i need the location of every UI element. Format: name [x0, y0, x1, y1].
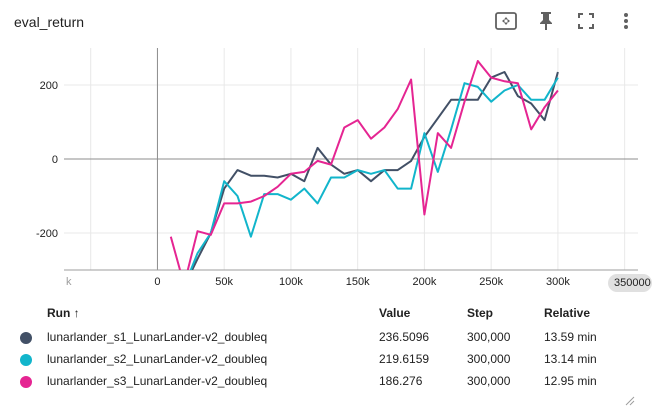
runs-table: Run ↑ Value Step Relative lunarlander_s1…	[14, 304, 634, 394]
run-name: lunarlander_s2_LunarLander-v2_doubleq	[47, 352, 268, 366]
x-tick-label: 300k	[546, 276, 570, 288]
x-tick-label: 250k	[479, 276, 503, 288]
y-tick-label: -200	[36, 228, 58, 240]
chart-title: eval_return	[14, 14, 85, 30]
run-relative: 13.14 min	[544, 352, 597, 366]
pin-button[interactable]	[533, 8, 559, 34]
x-tick-label: 100k	[279, 276, 303, 288]
table-header-row: Run ↑ Value Step Relative	[14, 304, 634, 328]
series-line-2	[189, 77, 559, 270]
column-header-step[interactable]: Step	[467, 306, 494, 320]
y-tick-label: 0	[52, 154, 58, 166]
x-tick-label: 150k	[346, 276, 370, 288]
table-row: lunarlander_s2_LunarLander-v2_doubleq 21…	[14, 350, 634, 372]
pin-icon	[540, 12, 552, 30]
run-color-dot	[20, 332, 32, 344]
run-color-dot	[20, 354, 32, 366]
run-relative: 13.59 min	[544, 330, 597, 344]
run-value: 186.276	[379, 374, 423, 388]
run-name: lunarlander_s3_LunarLander-v2_doubleq	[47, 374, 268, 388]
fullscreen-button[interactable]	[573, 8, 599, 34]
series-line-1	[191, 71, 559, 270]
chart-axes	[64, 48, 638, 271]
run-color-dot	[20, 376, 32, 388]
chart-series	[169, 60, 559, 270]
chart-tick-labels: 0 50k 100k 150k 200k 250k 300k k -200 0 200	[36, 80, 570, 288]
run-step: 300,000	[467, 352, 511, 366]
table-row: lunarlander_s1_LunarLander-v2_doubleq 23…	[14, 328, 634, 350]
card-toolbar	[493, 8, 639, 34]
line-chart[interactable]: 0 50k 100k 150k 200k 250k 300k k -200 0 200	[0, 40, 653, 300]
y-tick-label: 200	[40, 80, 58, 92]
column-header-relative[interactable]: Relative	[544, 306, 591, 320]
run-relative: 12.95 min	[544, 374, 597, 388]
resize-handle-icon[interactable]	[625, 396, 635, 406]
run-value: 236.5096	[379, 330, 430, 344]
series-line-3	[169, 60, 559, 270]
x-tick-label: 50k	[215, 276, 233, 288]
more-menu-button[interactable]	[613, 8, 639, 34]
x-tick-label-partial: k	[66, 276, 72, 288]
more-vert-icon	[624, 13, 628, 29]
column-header-value[interactable]: Value	[379, 306, 411, 320]
run-value: 219.6159	[379, 352, 430, 366]
fullscreen-icon	[578, 13, 594, 29]
chart-grid	[64, 48, 638, 270]
fit-domain-button[interactable]	[493, 8, 519, 34]
run-step: 300,000	[467, 330, 511, 344]
fit-domain-icon	[495, 12, 517, 30]
run-name: lunarlander_s1_LunarLander-v2_doubleq	[47, 330, 268, 344]
x-tick-label: 0	[154, 276, 160, 288]
run-step: 300,000	[467, 374, 511, 388]
column-header-run[interactable]: Run ↑	[47, 306, 80, 320]
table-row: lunarlander_s3_LunarLander-v2_doubleq 18…	[14, 372, 634, 394]
x-tick-label: 200k	[412, 276, 436, 288]
x-axis-end-label: 350000	[608, 274, 652, 292]
